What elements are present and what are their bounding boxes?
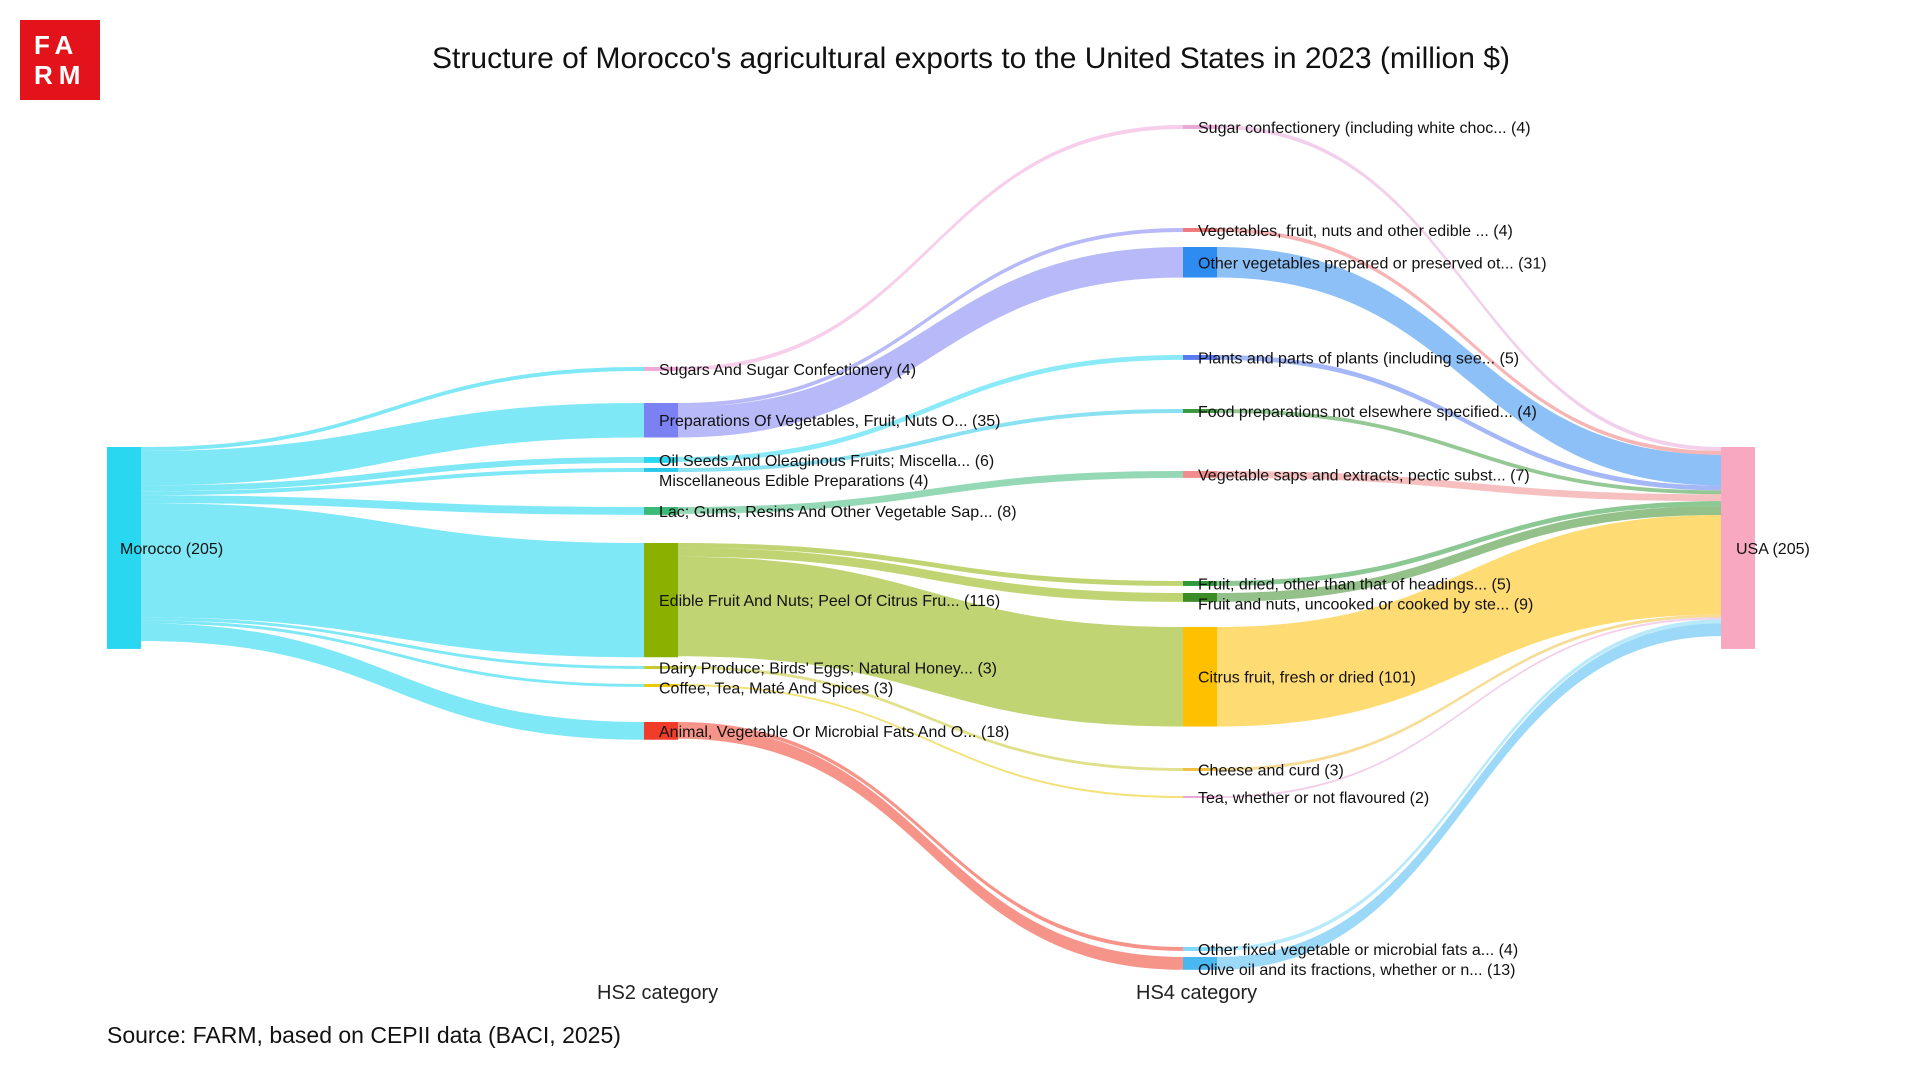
node-label-hs2_oilseeds: Oil Seeds And Oleaginous Fruits; Miscell… <box>659 453 994 470</box>
node-hs4_tea[interactable] <box>1183 796 1217 798</box>
node-hs4_otherveg[interactable] <box>1183 247 1217 278</box>
node-label-hs2_prep: Preparations Of Vegetables, Fruit, Nuts … <box>659 413 1000 430</box>
node-hs4_sugarconf[interactable] <box>1183 125 1217 129</box>
node-label-hs2_dairy: Dairy Produce; Birds' Eggs; Natural Hone… <box>659 660 997 677</box>
link-hs4_fruitdried-to-usa[interactable] <box>1217 501 1721 586</box>
node-label-hs2_misc: Miscellaneous Edible Preparations (4) <box>659 473 928 490</box>
labels-layer: Morocco (205) Sugars And Sugar Confection… <box>120 120 1810 979</box>
node-label-hs4_sugarconf: Sugar confectionery (including white cho… <box>1198 120 1531 137</box>
node-hs2_prep[interactable] <box>644 403 678 438</box>
node-hs2_misc[interactable] <box>644 468 678 472</box>
node-hs2_coffee[interactable] <box>644 684 678 687</box>
logo-text-line1: FA <box>34 30 80 60</box>
link-morocco-to-hs2_lac[interactable] <box>141 495 644 515</box>
link-morocco-to-hs2_dairy[interactable] <box>141 617 644 669</box>
link-hs4_plants-to-usa[interactable] <box>1217 355 1721 491</box>
nodes-layer <box>107 125 1755 970</box>
link-hs4_vegsaps-to-usa[interactable] <box>1217 471 1721 502</box>
link-hs4_fruitnuts-to-usa[interactable] <box>1217 506 1721 602</box>
node-label-hs4_foodprep: Food preparations not elsewhere specifie… <box>1198 404 1537 421</box>
node-label-hs4_otherveg: Other vegetables prepared or preserved o… <box>1198 255 1547 272</box>
node-label-hs4_fruitnuts: Fruit and nuts, uncooked or cooked by st… <box>1198 596 1533 613</box>
node-label-hs2_fruit: Edible Fruit And Nuts; Peel Of Citrus Fr… <box>659 593 1000 610</box>
node-label-hs4_otherfats: Other fixed vegetable or microbial fats … <box>1198 942 1518 959</box>
link-hs2_oilseeds-to-hs4_plants[interactable] <box>678 355 1183 462</box>
chart-title: Structure of Morocco's agricultural expo… <box>432 42 1510 75</box>
node-hs4_olive[interactable] <box>1183 957 1217 970</box>
node-hs2_fruit[interactable] <box>644 543 678 658</box>
node-label-hs4_tea: Tea, whether or not flavoured (2) <box>1198 790 1429 807</box>
node-hs4_fruitdried[interactable] <box>1183 581 1217 586</box>
link-morocco-to-hs2_fats[interactable] <box>141 623 644 740</box>
links-layer <box>141 125 1721 970</box>
link-morocco-to-hs2_fruit[interactable] <box>141 503 644 658</box>
node-label-hs4_vegsaps: Vegetable saps and extracts; pectic subs… <box>1198 467 1530 484</box>
node-hs4_citrus[interactable] <box>1183 627 1217 727</box>
node-label-hs2_coffee: Coffee, Tea, Maté And Spices (3) <box>659 680 893 697</box>
node-label-morocco: Morocco (205) <box>120 541 223 558</box>
logo-text-line2: RM <box>34 60 87 90</box>
node-hs4_foodprep[interactable] <box>1183 409 1217 413</box>
link-hs2_coffee-to-hs4_tea[interactable] <box>678 684 1183 798</box>
link-hs2_dairy-to-hs4_cheese[interactable] <box>678 666 1183 771</box>
link-hs2_fruit-to-hs4_citrus[interactable] <box>678 556 1183 727</box>
node-hs4_vegedible[interactable] <box>1183 228 1217 232</box>
node-label-hs2_sugars: Sugars And Sugar Confectionery (4) <box>659 362 916 379</box>
node-label-hs4_cheese: Cheese and curd (3) <box>1198 762 1344 779</box>
node-hs2_lac[interactable] <box>644 507 678 515</box>
link-morocco-to-hs2_coffee[interactable] <box>141 620 644 687</box>
source-note: Source: FARM, based on CEPII data (BACI,… <box>107 1022 621 1048</box>
node-label-hs2_lac: Lac; Gums, Resins And Other Vegetable Sa… <box>659 504 1017 521</box>
node-hs4_otherfats[interactable] <box>1183 947 1217 951</box>
node-hs4_cheese[interactable] <box>1183 768 1217 771</box>
link-morocco-to-hs2_prep[interactable] <box>141 403 644 486</box>
node-label-hs2_fats: Animal, Vegetable Or Microbial Fats And … <box>659 724 1009 741</box>
node-hs4_fruitnuts[interactable] <box>1183 593 1217 602</box>
link-hs2_prep-to-hs4_vegedible[interactable] <box>678 228 1183 407</box>
node-label-hs4_plants: Plants and parts of plants (including se… <box>1198 350 1519 367</box>
link-hs2_prep-to-hs4_otherveg[interactable] <box>678 247 1183 438</box>
link-hs4_vegedible-to-usa[interactable] <box>1217 228 1721 455</box>
link-hs2_sugars-to-hs4_sugarconf[interactable] <box>678 125 1183 371</box>
link-hs4_otherveg-to-usa[interactable] <box>1217 247 1721 486</box>
link-hs4_tea-to-usa[interactable] <box>1217 617 1721 798</box>
link-morocco-to-hs2_sugars[interactable] <box>141 367 644 451</box>
node-hs2_dairy[interactable] <box>644 666 678 669</box>
node-hs2_oilseeds[interactable] <box>644 457 678 463</box>
link-morocco-to-hs2_oilseeds[interactable] <box>141 457 644 492</box>
link-hs4_sugarconf-to-usa[interactable] <box>1217 125 1721 451</box>
node-label-hs4_citrus: Citrus fruit, fresh or dried (101) <box>1198 670 1416 687</box>
link-hs2_fats-to-hs4_otherfats[interactable] <box>678 722 1183 951</box>
link-hs2_misc-to-hs4_foodprep[interactable] <box>678 409 1183 472</box>
link-hs2_fats-to-hs4_olive[interactable] <box>678 725 1183 970</box>
link-morocco-to-hs2_misc[interactable] <box>141 468 644 496</box>
node-hs2_sugars[interactable] <box>644 367 678 371</box>
node-hs4_vegsaps[interactable] <box>1183 471 1217 478</box>
node-hs2_fats[interactable] <box>644 722 678 740</box>
link-hs2_fruit-to-hs4_fruitnuts[interactable] <box>678 547 1183 602</box>
link-hs4_foodprep-to-usa[interactable] <box>1217 409 1721 495</box>
node-label-hs4_vegedible: Vegetables, fruit, nuts and other edible… <box>1198 223 1513 240</box>
link-hs2_lac-to-hs4_vegsaps[interactable] <box>678 471 1183 514</box>
node-hs4_plants[interactable] <box>1183 355 1217 360</box>
node-label-hs4_olive: Olive oil and its fractions, whether or … <box>1198 962 1515 979</box>
node-label-hs4_fruitdried: Fruit, dried, other than that of heading… <box>1198 576 1511 593</box>
hs2-level-label: HS2 category <box>597 982 719 1004</box>
link-hs4_cheese-to-usa[interactable] <box>1217 614 1721 771</box>
node-usa[interactable] <box>1721 447 1755 649</box>
link-hs2_fruit-to-hs4_fruitdried[interactable] <box>678 543 1183 586</box>
link-hs4_citrus-to-usa[interactable] <box>1217 514 1721 727</box>
farm-logo: FA RM <box>20 20 100 100</box>
node-label-usa: USA (205) <box>1736 541 1810 558</box>
node-morocco[interactable] <box>107 447 141 649</box>
hs4-level-label: HS4 category <box>1136 982 1258 1004</box>
link-hs4_olive-to-usa[interactable] <box>1217 623 1721 970</box>
link-hs4_otherfats-to-usa[interactable] <box>1217 619 1721 951</box>
